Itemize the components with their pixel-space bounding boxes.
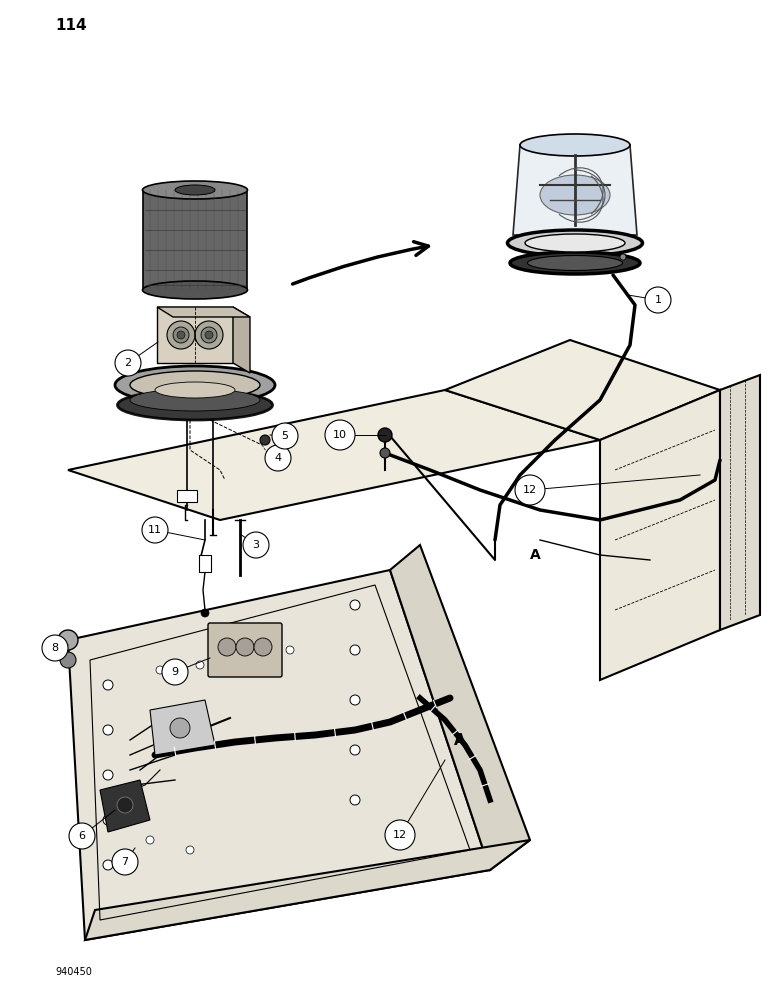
Circle shape [156,666,164,674]
Text: 8: 8 [52,643,59,653]
Circle shape [350,600,360,610]
Circle shape [195,321,223,349]
Polygon shape [85,840,530,940]
Ellipse shape [520,134,630,156]
Polygon shape [68,570,490,940]
Text: 7: 7 [121,857,129,867]
Polygon shape [720,375,760,630]
Text: 6: 6 [79,831,86,841]
Ellipse shape [143,281,248,299]
Text: 5: 5 [282,431,289,441]
Circle shape [620,254,626,260]
Polygon shape [68,390,600,520]
Text: 3: 3 [252,540,259,550]
Polygon shape [600,390,720,680]
Circle shape [170,718,190,738]
Circle shape [103,815,113,825]
Circle shape [58,630,78,650]
Text: 9: 9 [171,667,178,677]
Circle shape [236,638,254,656]
Circle shape [350,795,360,805]
Ellipse shape [130,371,260,399]
Circle shape [103,770,113,780]
Ellipse shape [525,234,625,252]
Ellipse shape [507,230,642,256]
Polygon shape [445,340,720,440]
Circle shape [380,448,390,458]
Circle shape [162,659,188,685]
Ellipse shape [267,452,277,460]
Circle shape [60,652,76,668]
Circle shape [117,797,133,813]
Polygon shape [150,700,215,755]
Circle shape [350,695,360,705]
Polygon shape [513,145,637,235]
Circle shape [645,287,671,313]
Text: 12: 12 [523,485,537,495]
Circle shape [286,646,294,654]
Text: 1: 1 [655,295,662,305]
Circle shape [173,327,189,343]
Circle shape [103,725,113,735]
Ellipse shape [115,366,275,404]
Text: A: A [530,548,540,562]
Text: 114: 114 [55,18,86,33]
Ellipse shape [540,175,610,215]
Circle shape [254,638,272,656]
Circle shape [42,635,68,661]
Text: 11: 11 [148,525,162,535]
Ellipse shape [155,382,235,398]
Circle shape [325,420,355,450]
Polygon shape [390,545,530,870]
Ellipse shape [130,389,260,411]
Circle shape [243,532,269,558]
Circle shape [115,350,141,376]
Polygon shape [100,780,150,832]
Circle shape [186,846,194,854]
Circle shape [146,836,154,844]
Circle shape [177,331,185,339]
Text: A: A [454,733,466,748]
Circle shape [112,849,138,875]
FancyBboxPatch shape [208,623,282,677]
Circle shape [350,645,360,655]
Circle shape [201,327,217,343]
Circle shape [378,428,392,442]
Circle shape [142,517,168,543]
Ellipse shape [510,252,640,274]
Text: 940450: 940450 [55,967,92,977]
Circle shape [260,435,270,445]
Circle shape [205,331,213,339]
Text: 2: 2 [124,358,131,368]
Polygon shape [157,307,250,317]
Ellipse shape [527,255,622,270]
Circle shape [69,823,95,849]
Circle shape [167,321,195,349]
Circle shape [103,680,113,690]
Circle shape [350,745,360,755]
Ellipse shape [143,181,248,199]
Circle shape [218,638,236,656]
Polygon shape [143,190,247,290]
Circle shape [103,860,113,870]
Polygon shape [157,307,233,363]
Circle shape [201,609,209,617]
Circle shape [515,475,545,505]
Ellipse shape [175,185,215,195]
Circle shape [265,445,291,471]
Text: 10: 10 [333,430,347,440]
Polygon shape [233,307,250,373]
Ellipse shape [269,454,275,458]
Polygon shape [199,555,211,572]
Polygon shape [177,490,197,502]
Circle shape [272,423,298,449]
Ellipse shape [117,390,273,420]
Circle shape [196,661,204,669]
Text: 4: 4 [274,453,282,463]
Circle shape [385,820,415,850]
Text: 12: 12 [393,830,407,840]
